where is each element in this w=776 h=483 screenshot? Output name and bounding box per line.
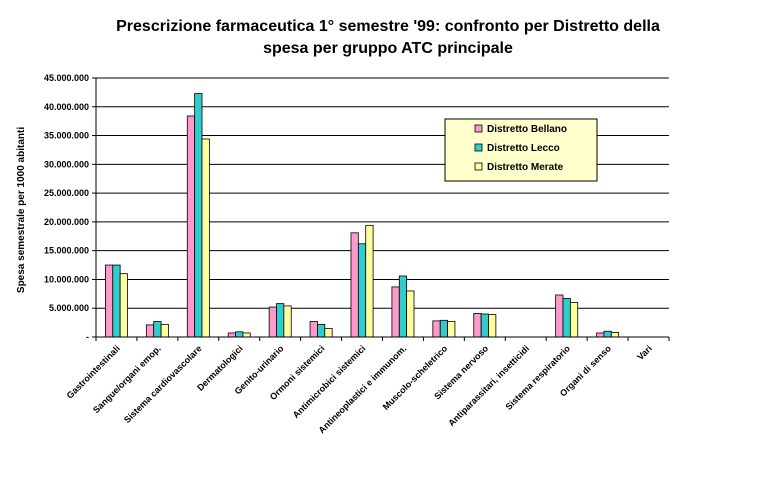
legend-label: Distretto Lecco (487, 143, 560, 154)
y-tick-label: 25.000.000 (44, 188, 89, 198)
x-tick-label: Sangue/organi emop. (91, 343, 163, 415)
bar-distretto-lecco (153, 321, 162, 338)
bar-distretto-bellano (432, 320, 441, 338)
bar-distretto-merate (283, 305, 292, 338)
x-tick-label: Vari (635, 343, 654, 362)
y-tick-label: 30.000.000 (44, 159, 89, 169)
bar-distretto-lecco (235, 331, 244, 338)
bar-distretto-merate (406, 290, 415, 338)
bar-distretto-bellano (227, 332, 236, 338)
x-tick-label: Antineoplastici e immunom. (316, 343, 408, 435)
bar-distretto-merate (160, 323, 169, 338)
gridlines (96, 77, 669, 309)
x-tick-label: Sistema cardiovascolare (122, 343, 204, 425)
bar-distretto-bellano (350, 232, 359, 338)
bar-distretto-lecco (317, 323, 326, 338)
bar-distretto-merate (569, 302, 579, 338)
chart-title-line-1: Prescrizione farmaceutica 1° semestre '9… (116, 18, 660, 35)
x-tick-label: Antimicrobici sistemici (291, 343, 368, 420)
legend-swatch (474, 143, 483, 152)
bars (105, 93, 620, 338)
bar-distretto-bellano (186, 115, 196, 338)
bar-distretto-bellano (145, 324, 155, 338)
bar-distretto-merate (488, 314, 497, 338)
bar-distretto-lecco (357, 243, 367, 338)
bar-distretto-merate (365, 224, 374, 338)
y-axis-label: Spesa semestrale per 1000 abitanti (16, 127, 27, 293)
y-tick-label: 10.000.000 (44, 274, 89, 284)
bar-distretto-merate (242, 332, 251, 338)
bar-distretto-lecco (112, 264, 121, 338)
y-tick-label: - (86, 332, 89, 342)
bar-distretto-bellano (391, 286, 400, 338)
bar-distretto-bellano (473, 313, 482, 338)
y-tick-label: 20.000.000 (44, 217, 89, 227)
bar-distretto-lecco (603, 330, 612, 338)
chart-title-line-2: spesa per gruppo ATC principale (263, 40, 513, 57)
bar-distretto-bellano (268, 306, 277, 338)
bar-distretto-lecco (480, 313, 489, 338)
legend-label: Distretto Bellano (487, 124, 567, 135)
bar-distretto-lecco (194, 93, 203, 338)
bar-distretto-merate (324, 327, 333, 338)
x-tick-label: Antiparassitari, insetticidi (446, 343, 531, 428)
bar-distretto-merate (119, 273, 128, 338)
bar-distretto-bellano (309, 321, 318, 338)
bar-distretto-lecco (398, 275, 408, 338)
bar-distretto-merate (610, 331, 620, 338)
bar-distretto-merate (447, 321, 456, 338)
y-tick-label: 5.000.000 (49, 303, 89, 313)
y-tick-label: 40.000.000 (44, 102, 89, 112)
axes (92, 77, 670, 341)
bar-distretto-lecco (439, 319, 448, 338)
legend-label: Distretto Merate (487, 162, 564, 173)
legend-swatch (474, 162, 483, 171)
bar-distretto-lecco (562, 298, 571, 338)
y-tick-label: 15.000.000 (44, 246, 89, 256)
bar-distretto-lecco (276, 303, 285, 338)
bar-distretto-bellano (555, 294, 564, 338)
y-tick-label: 45.000.000 (44, 73, 89, 83)
legend: Distretto Bellano Distretto Lecco Distrett… (444, 118, 598, 182)
legend-box (444, 118, 598, 182)
bar-distretto-merate (201, 138, 210, 338)
bar-distretto-bellano (105, 264, 114, 338)
y-tick-label: 35.000.000 (44, 131, 89, 141)
legend-swatch (474, 124, 483, 133)
bar-distretto-bellano (596, 332, 605, 338)
